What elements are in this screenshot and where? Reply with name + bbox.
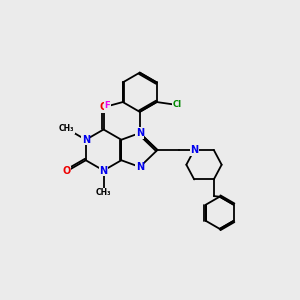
Text: O: O — [99, 102, 108, 112]
Text: N: N — [82, 135, 90, 145]
Text: F: F — [104, 101, 110, 110]
Text: N: N — [136, 162, 144, 172]
Text: CH₃: CH₃ — [96, 188, 111, 197]
Text: O: O — [62, 167, 70, 176]
Text: N: N — [136, 128, 144, 138]
Text: N: N — [100, 166, 108, 176]
Text: CH₃: CH₃ — [59, 124, 74, 133]
Text: Cl: Cl — [172, 100, 182, 109]
Text: N: N — [190, 145, 198, 155]
